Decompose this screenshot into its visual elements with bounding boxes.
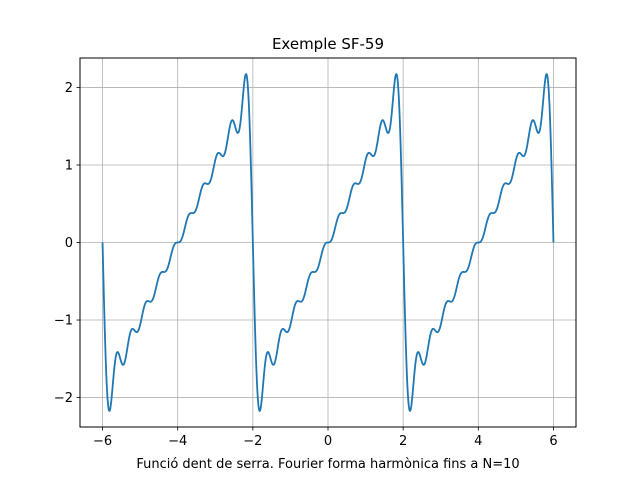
y-tick-label: 0 xyxy=(65,236,73,251)
y-tick-label: −2 xyxy=(54,391,73,406)
y-tick-label: −1 xyxy=(54,314,73,329)
series-layer xyxy=(101,73,555,412)
chart-title: Exemple SF-59 xyxy=(272,35,384,53)
y-tick-label: 2 xyxy=(65,81,73,96)
x-tick-label: −6 xyxy=(93,434,112,449)
series-line xyxy=(101,73,555,412)
x-tick-label: 0 xyxy=(324,434,332,449)
x-tick-label: 6 xyxy=(549,434,557,449)
x-tick-label: 2 xyxy=(399,434,407,449)
x-tick-label: −2 xyxy=(243,434,262,449)
x-axis-label: Funció dent de serra. Fourier forma harm… xyxy=(136,457,519,472)
ticks: −6 −4 −2 0 2 4 6 −2 −1 0 1 2 xyxy=(54,81,558,449)
x-tick-label: −4 xyxy=(168,434,187,449)
y-tick-label: 1 xyxy=(65,158,73,173)
x-tick-label: 4 xyxy=(474,434,482,449)
